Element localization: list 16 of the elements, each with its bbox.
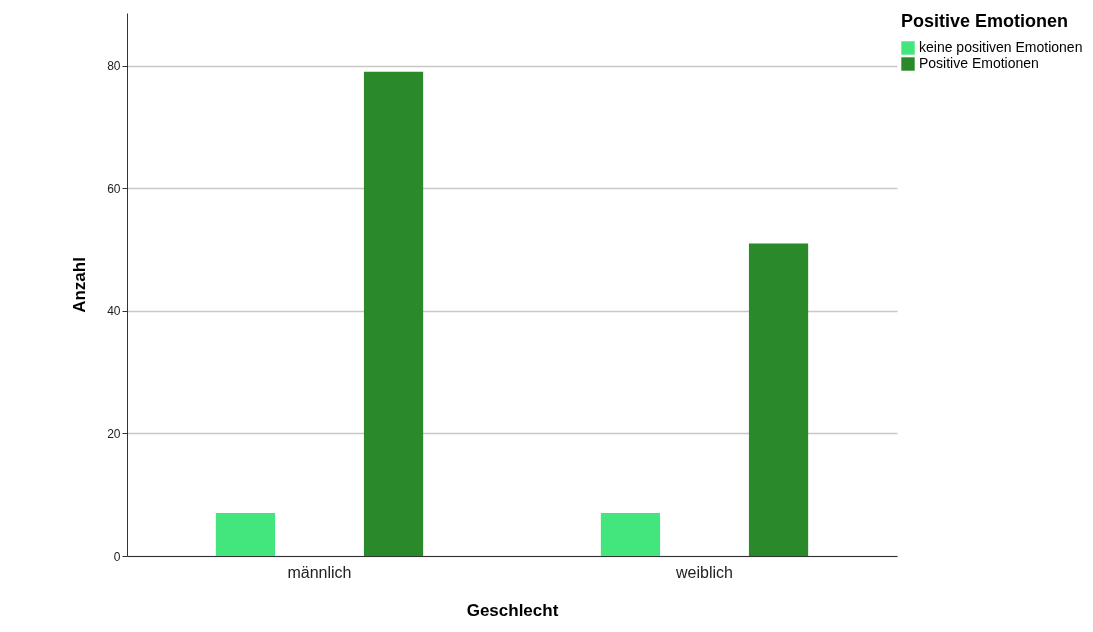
- bar: [748, 243, 809, 556]
- bar: [600, 513, 661, 556]
- x-axis-title: Geschlecht: [466, 600, 559, 620]
- x-tick-label: männlich: [287, 563, 352, 581]
- y-tick-label: 40: [107, 304, 121, 319]
- legend-title: Positive Emotionen: [901, 11, 1069, 31]
- legend-label: keine positiven Emotionen: [919, 39, 1083, 55]
- y-axis-title: Anzahl: [70, 257, 90, 313]
- x-tick-label: weiblich: [675, 563, 733, 581]
- bar: [363, 71, 424, 556]
- y-tick-label: 60: [107, 181, 121, 196]
- y-tick-label: 80: [107, 59, 121, 74]
- y-tick-label: 0: [113, 549, 121, 564]
- legend-label: Positive Emotionen: [919, 55, 1039, 71]
- y-tick-label: 20: [107, 426, 121, 441]
- bar: [215, 513, 276, 556]
